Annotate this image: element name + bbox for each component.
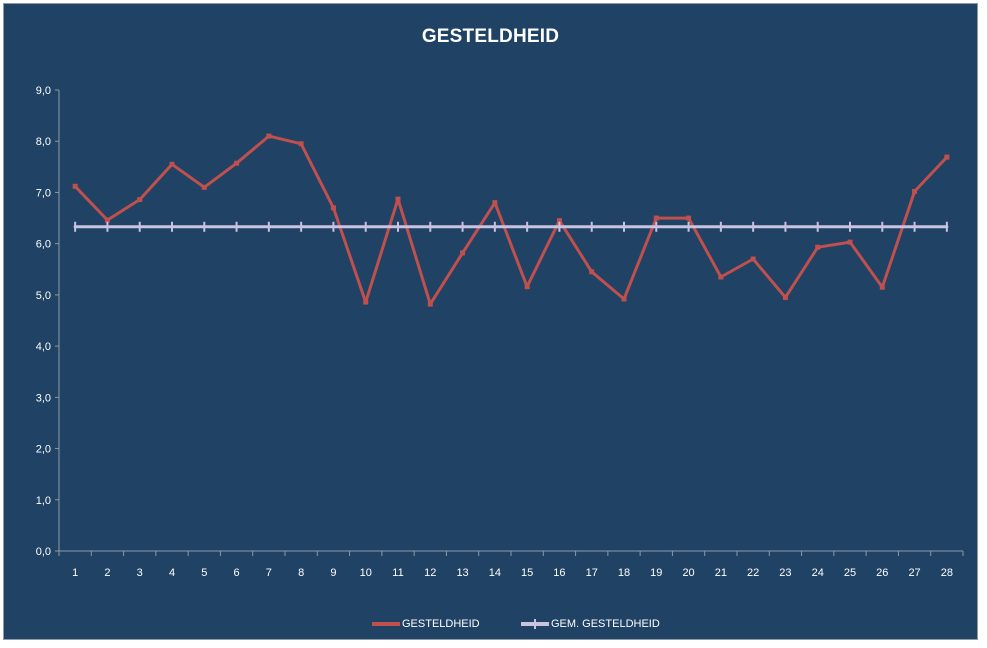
y-tick-label: 8,0 [36,136,51,148]
x-tick-label: 1 [72,567,78,579]
y-tick-label: 5,0 [36,290,51,302]
x-tick-label: 10 [360,567,372,579]
y-tick-label: 7,0 [36,187,51,199]
data-point [266,133,272,139]
legend-item-gem-gesteldheid: GEM. GESTELDHEID [521,616,660,632]
data-point [556,218,562,224]
x-tick-label: 27 [908,567,920,579]
x-tick-label: 11 [392,567,403,579]
data-point [72,183,78,189]
data-point [427,301,433,307]
data-point [653,215,659,221]
y-tick-label: 4,0 [36,341,51,353]
data-point [589,269,595,275]
legend-label-gesteldheid: GESTELDHEID [402,618,480,630]
x-tick-label: 19 [650,567,662,579]
y-tick-label: 9,0 [36,85,51,97]
x-tick-label: 21 [715,567,727,579]
legend-marker-gem-gesteldheid [534,619,536,629]
y-tick-label: 0,0 [36,546,51,558]
data-point [847,239,853,245]
legend-swatch-gem-gesteldheid [521,619,549,629]
x-tick-label: 23 [779,567,791,579]
x-tick-label: 3 [137,567,143,579]
x-tick-label: 25 [844,567,856,579]
data-point [912,188,918,194]
plot-area: 0,01,02,03,04,05,06,07,08,09,01 2 3 4 5 6 7 8 9 1… [36,85,964,579]
data-point [815,244,821,250]
x-tick-label: 13 [456,567,468,579]
x-tick-label: 6 [234,567,240,579]
legend-swatch-gesteldheid [372,622,400,626]
x-tick-label: 5 [201,567,207,579]
x-tick-label: 16 [553,567,565,579]
series-gem-gesteldheid [73,221,949,232]
data-point [363,299,369,305]
data-point [298,141,304,147]
x-tick-label: 17 [586,567,598,579]
y-tick-label: 1,0 [36,495,51,507]
data-point [395,196,401,202]
legend: GESTELDHEID GEM. GESTELDHEID [4,616,977,636]
series-gesteldheid [72,133,950,307]
data-point [460,250,466,256]
series-group [72,133,950,307]
data-point [686,215,692,221]
x-tick-label: 9 [330,567,336,579]
data-point [234,160,240,166]
x-tick-label: 28 [941,567,953,579]
data-point [718,274,724,280]
legend-label-gem-gesteldheid: GEM. GESTELDHEID [551,618,660,630]
data-point [492,200,498,206]
chart-title: GESTELDHEID [421,26,560,47]
data-point [104,217,110,223]
y-tick-label: 3,0 [36,392,51,404]
data-point [750,256,756,262]
y-tick-label: 6,0 [36,239,51,251]
x-tick-label: 14 [489,567,501,579]
x-tick-label: 24 [812,567,824,579]
axes-group: 0,01,02,03,04,05,06,07,08,09,01 2 3 4 5 6 7 8 9 1… [36,85,964,579]
data-point [782,294,788,300]
data-point [201,184,207,190]
x-tick-label: 8 [298,567,304,579]
x-tick-label: 26 [876,567,888,579]
data-point [944,154,950,160]
y-tick-label: 2,0 [36,444,51,456]
x-tick-label: 12 [424,567,436,579]
data-point [879,284,885,290]
x-tick-label: 4 [169,567,175,579]
x-tick-label: 7 [266,567,272,579]
data-point [524,284,530,290]
data-point [137,197,143,203]
data-point [621,296,627,302]
legend-item-gesteldheid: GESTELDHEID [372,616,480,632]
x-tick-label: 2 [104,567,110,579]
data-point [169,161,175,167]
x-tick-label: 15 [521,567,533,579]
x-tick-label: 20 [682,567,694,579]
chart-frame: GESTELDHEID 0,0 1,0 2,0 3,0 4,0 5,0 6,0 7,0 8,0 9… [3,3,978,640]
data-point [330,205,336,211]
x-tick-label: 18 [618,567,630,579]
x-tick-label: 22 [747,567,759,579]
series-line [73,134,949,306]
